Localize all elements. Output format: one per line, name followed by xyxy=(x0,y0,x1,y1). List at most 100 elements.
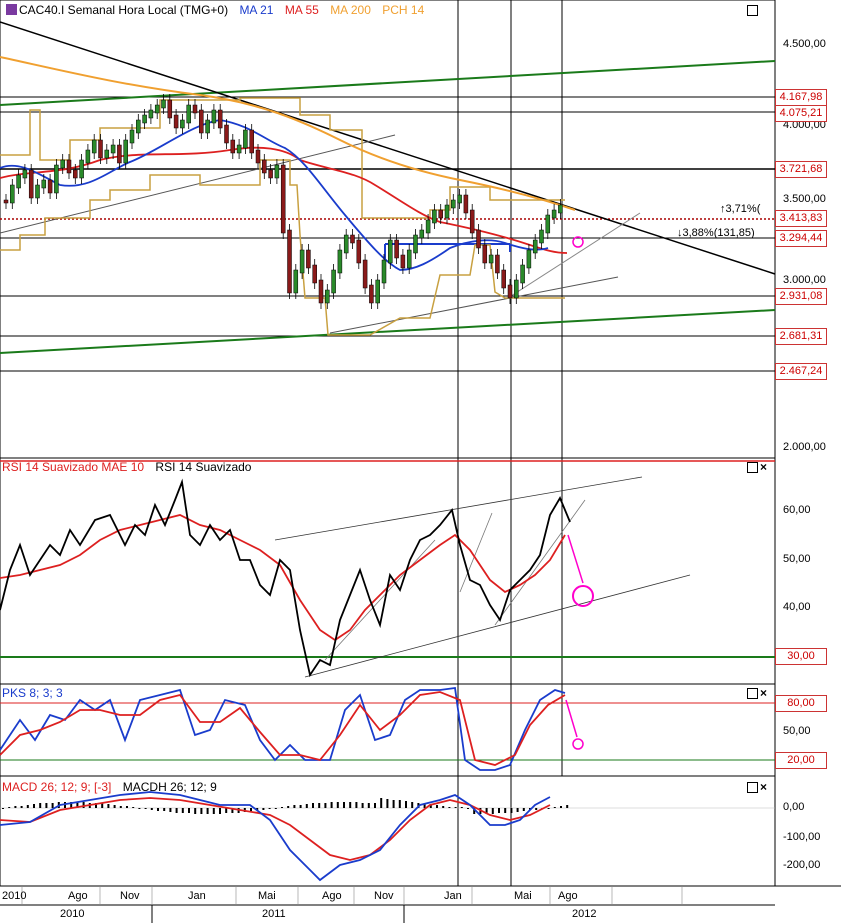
pch-legend[interactable]: PCH 14 xyxy=(382,3,425,17)
candle-body[interactable] xyxy=(299,249,305,274)
symbol-label[interactable]: CAC40.I Semanal Hora Local (TMG+0) xyxy=(19,3,229,17)
candle-body[interactable] xyxy=(318,279,324,304)
candle-body[interactable] xyxy=(476,229,481,249)
candle-body[interactable] xyxy=(520,264,525,284)
candle-body[interactable] xyxy=(325,289,330,304)
candle-body[interactable] xyxy=(91,139,97,154)
price-panel-header[interactable]: CAC40.I Semanal Hora Local (TMG+0) MA 21… xyxy=(6,3,432,17)
candle-body[interactable] xyxy=(243,129,248,149)
ma200-legend[interactable]: MA 200 xyxy=(330,3,371,17)
candle-body[interactable] xyxy=(444,204,450,219)
candle-body[interactable] xyxy=(501,269,506,289)
price-candles[interactable] xyxy=(3,94,563,309)
macd-panel-header[interactable]: MACD 26; 12; 9; [-3] MACDH 26; 12; 9 xyxy=(2,780,225,794)
price-level-box[interactable]: 2.467,24 xyxy=(775,363,827,380)
candle-body[interactable] xyxy=(104,149,110,159)
candle-body[interactable] xyxy=(255,149,261,164)
candle-body[interactable] xyxy=(230,139,236,154)
maximize-icon[interactable] xyxy=(747,782,758,793)
candle-body[interactable] xyxy=(60,159,65,169)
ma21-legend[interactable]: MA 21 xyxy=(239,3,274,17)
candle-body[interactable] xyxy=(268,169,273,179)
candle-body[interactable] xyxy=(249,129,254,154)
candle-body[interactable] xyxy=(306,249,311,269)
candle-body[interactable] xyxy=(495,254,500,274)
candle-body[interactable] xyxy=(551,209,557,219)
candle-body[interactable] xyxy=(136,119,141,134)
rsi-ma-legend[interactable]: RSI 14 Suavizado MAE 10 xyxy=(2,460,145,474)
candle-body[interactable] xyxy=(186,104,191,124)
candle-body[interactable] xyxy=(356,239,362,264)
candle-body[interactable] xyxy=(236,144,242,154)
candle-body[interactable] xyxy=(16,174,21,189)
price-level-box[interactable]: 2.931,08 xyxy=(775,288,827,305)
rsi-panel-header[interactable]: RSI 14 Suavizado MAE 10 RSI 14 Suavizado xyxy=(2,460,259,474)
candle-body[interactable] xyxy=(369,284,374,304)
ma55-legend[interactable]: MA 55 xyxy=(284,3,319,17)
candle-body[interactable] xyxy=(173,114,179,129)
candle-body[interactable] xyxy=(22,169,28,179)
target-circle[interactable] xyxy=(572,236,584,248)
green-trendline-upper[interactable] xyxy=(0,60,776,106)
rsi-level-box[interactable]: 30,00 xyxy=(775,648,827,665)
candle-body[interactable] xyxy=(3,199,9,204)
candle-body[interactable] xyxy=(180,119,185,129)
grey-channel-line[interactable] xyxy=(507,212,641,299)
candle-body[interactable] xyxy=(488,254,494,264)
close-icon[interactable]: × xyxy=(760,780,768,794)
candle-body[interactable] xyxy=(463,194,469,214)
candle-body[interactable] xyxy=(425,219,431,234)
candle-body[interactable] xyxy=(280,164,286,234)
green-trendline-lower[interactable] xyxy=(0,309,776,354)
candle-body[interactable] xyxy=(419,229,425,239)
candle-body[interactable] xyxy=(413,234,418,254)
candle-body[interactable] xyxy=(394,239,399,259)
candle-body[interactable] xyxy=(287,229,292,294)
maximize-icon[interactable] xyxy=(747,5,758,16)
price-level-box[interactable]: 3.413,83 xyxy=(775,210,827,227)
candle-body[interactable] xyxy=(381,259,387,284)
grey-channel-line[interactable] xyxy=(0,134,396,234)
candle-body[interactable] xyxy=(469,209,475,234)
candle-body[interactable] xyxy=(362,259,368,289)
candle-body[interactable] xyxy=(129,129,135,144)
price-level-box[interactable]: 4.075,21 xyxy=(775,105,827,122)
candle-body[interactable] xyxy=(375,279,380,304)
macd-legend[interactable]: MACD 26; 12; 9; [-3] xyxy=(2,780,112,794)
candle-body[interactable] xyxy=(167,99,173,119)
candle-body[interactable] xyxy=(66,159,72,174)
maximize-icon[interactable] xyxy=(747,688,758,699)
candle-body[interactable] xyxy=(217,109,223,129)
candle-body[interactable] xyxy=(507,284,513,299)
candle-body[interactable] xyxy=(274,164,280,179)
grey-channel-line[interactable] xyxy=(329,276,619,334)
price-level-box[interactable]: 2.681,31 xyxy=(775,328,827,345)
candle-body[interactable] xyxy=(388,239,393,264)
candle-body[interactable] xyxy=(192,104,198,114)
candle-body[interactable] xyxy=(79,159,84,179)
candle-body[interactable] xyxy=(432,209,437,224)
candle-body[interactable] xyxy=(98,139,103,159)
candle-body[interactable] xyxy=(117,144,122,164)
candle-body[interactable] xyxy=(35,184,40,199)
candle-body[interactable] xyxy=(85,149,91,164)
pks-level-box[interactable]: 20,00 xyxy=(775,752,827,769)
candle-body[interactable] xyxy=(545,214,551,234)
candle-body[interactable] xyxy=(451,199,456,209)
pks-legend[interactable]: PKS 8; 3; 3 xyxy=(2,686,63,700)
candle-body[interactable] xyxy=(558,204,563,214)
candle-body[interactable] xyxy=(482,244,488,264)
price-level-box[interactable]: 3.294,44 xyxy=(775,230,827,247)
candle-body[interactable] xyxy=(199,109,204,134)
candle-body[interactable] xyxy=(154,104,160,114)
pks-level-box[interactable]: 80,00 xyxy=(775,695,827,712)
candle-body[interactable] xyxy=(211,109,217,124)
candle-body[interactable] xyxy=(337,249,343,274)
candle-body[interactable] xyxy=(110,144,116,154)
candle-body[interactable] xyxy=(438,209,443,219)
candle-body[interactable] xyxy=(54,164,59,194)
maximize-icon[interactable] xyxy=(747,462,758,473)
candle-body[interactable] xyxy=(406,249,412,269)
price-level-box[interactable]: 4.167,98 xyxy=(775,89,827,106)
